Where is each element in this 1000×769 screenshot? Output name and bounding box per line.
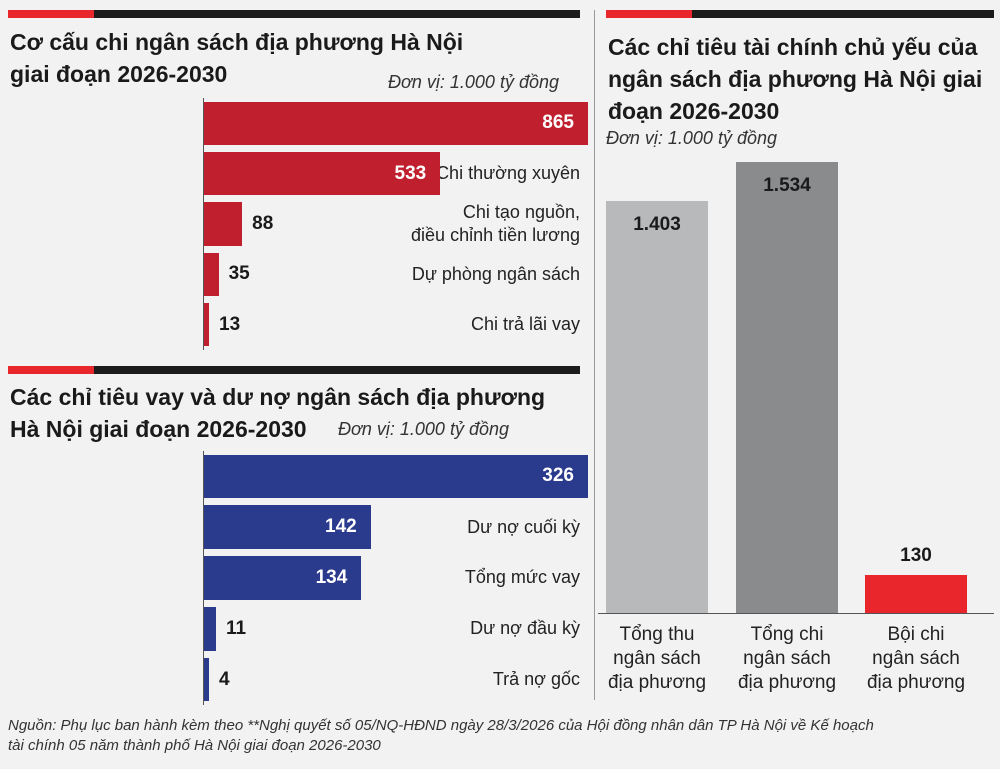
chart2-plot: Hạn mức dư nợ tối đa326 Dư nợ cuối kỳ 142 T… xyxy=(203,451,588,705)
chart3-category-label: Bội chi ngân sách địa phương xyxy=(866,624,966,693)
chart2-value-label: 4 xyxy=(219,668,230,690)
chart2-row: Tổng mức vay 134 xyxy=(203,556,588,600)
source-note: Nguồn: Phụ lục ban hành kèm theo **Nghị … xyxy=(8,717,874,754)
chart2-value-label: 134 xyxy=(315,566,348,588)
chart1-row: Chi trả lãi vay 13 xyxy=(203,303,588,347)
chart1-value-label: 35 xyxy=(228,263,250,285)
chart2-bar xyxy=(204,606,216,651)
chart1-row: Dự phòng ngân sách 35 xyxy=(203,252,588,297)
chart3-value-label: 1.534 xyxy=(763,175,811,196)
chart1-bar xyxy=(204,303,209,347)
chart3-value-label: 130 xyxy=(900,544,932,566)
chart2-category-label: Dư nợ cuối kỳ xyxy=(467,516,580,537)
chart2-bar xyxy=(204,657,209,702)
chart3-unit: Đơn vị: 1.000 tỷ đồng xyxy=(606,128,777,148)
chart1-row: Chi tạo nguồn, điều chỉnh tiền lương 88 xyxy=(203,201,588,246)
chart1-category-label: Dự phòng ngân sách xyxy=(411,263,580,284)
chart2-bar xyxy=(204,505,371,550)
chart3-plot: 1.403 Tổng thu ngân sách địa phương 1.534 T… xyxy=(598,150,994,700)
chart3-bar xyxy=(865,574,967,613)
chart1-title: Cơ cấu chi ngân sách địa phương Hà Nội g… xyxy=(10,29,464,87)
chart1-row: Chi thường xuyên 533 xyxy=(203,151,588,196)
chart1-row: Chi đầu tư phát triển865 xyxy=(203,101,588,145)
chart2-row: Dư nợ cuối kỳ 142 xyxy=(203,505,588,550)
chart1-axis xyxy=(203,98,204,350)
chart1-unit: Đơn vị: 1.000 tỷ đồng xyxy=(388,72,559,92)
chart3-category-label: Tổng chi ngân sách địa phương xyxy=(737,624,837,693)
chart1-category-label: Chi trả lãi vay xyxy=(470,314,580,335)
chart1-category-label: Chi thường xuyên xyxy=(436,163,580,184)
chart2-row: Trả nợ gốc 4 xyxy=(203,657,588,702)
chart2-category-label: Trả nợ gốc xyxy=(492,669,580,690)
chart1-bar xyxy=(204,252,219,297)
chart2-bar xyxy=(204,454,588,499)
section-rule-middle xyxy=(8,366,580,374)
chart1-bar xyxy=(204,202,243,246)
top-rule-left xyxy=(8,10,580,18)
chart2-category-label: Dư nợ đầu kỳ xyxy=(470,618,580,639)
chart1-value-label: 13 xyxy=(219,313,241,335)
chart3-title: Các chỉ tiêu tài chính chủ yếu của ngân … xyxy=(608,34,983,124)
chart3-baseline xyxy=(598,613,994,614)
chart3-bar xyxy=(606,200,708,613)
chart2-bar xyxy=(204,556,362,600)
chart2-value-label: 142 xyxy=(325,516,357,538)
chart1-value-label: 533 xyxy=(394,162,427,184)
chart3-category-label: Tổng thu ngân sách địa phương xyxy=(607,624,707,693)
chart3-value-label: 1.403 xyxy=(633,213,681,235)
chart2-row: Dư nợ đầu kỳ 11 xyxy=(203,606,588,651)
chart1-bar xyxy=(204,101,588,145)
chart2-unit: Đơn vị: 1.000 tỷ đồng xyxy=(338,419,509,439)
chart2-title: Các chỉ tiêu vay và dư nợ ngân sách địa … xyxy=(10,384,546,442)
column-divider xyxy=(594,10,595,700)
chart2-value-label: 11 xyxy=(225,617,247,639)
chart2-category-label: Tổng mức vay xyxy=(464,567,580,588)
chart1-bar xyxy=(204,151,441,196)
chart2-value-label: 326 xyxy=(542,465,574,487)
chart1-value-label: 865 xyxy=(542,112,574,134)
chart2-axis xyxy=(203,451,204,705)
chart1-plot: Chi đầu tư phát triển865 Chi thường xuyên… xyxy=(203,98,588,350)
top-rule-right xyxy=(606,10,994,18)
chart1-category-label: Chi tạo nguồn, điều chỉnh tiền lương xyxy=(411,201,580,245)
chart2-row: Hạn mức dư nợ tối đa326 xyxy=(203,454,588,499)
chart1-value-label: 88 xyxy=(252,212,274,234)
chart3-bar xyxy=(736,162,838,613)
